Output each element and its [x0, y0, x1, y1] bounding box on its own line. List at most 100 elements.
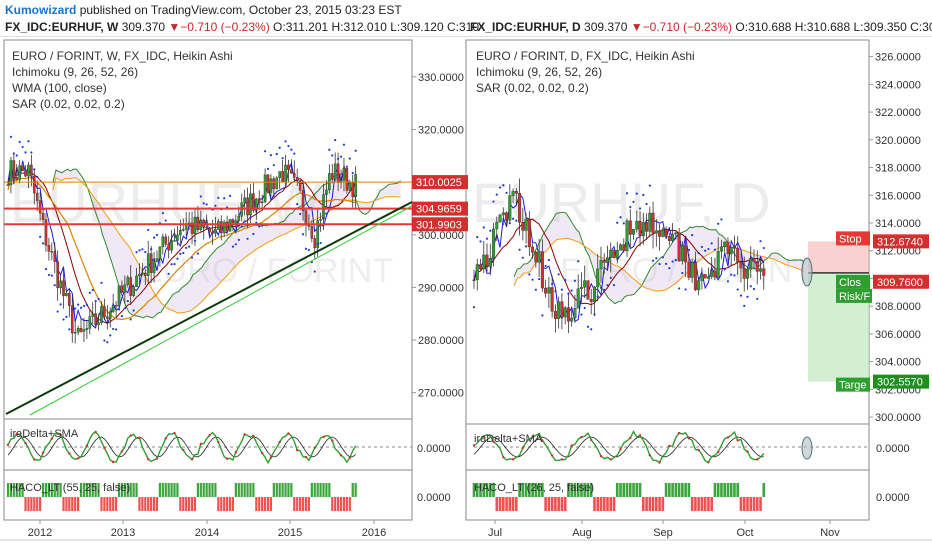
right-haco-bar [583, 483, 586, 497]
left-haco-bar [304, 497, 308, 511]
left-haco-bar [150, 497, 153, 511]
right-haco-bar [642, 497, 645, 511]
left-haco-bar [325, 483, 328, 497]
left-sar-dot [123, 307, 126, 310]
left-haco-bar [223, 497, 226, 511]
right-candle-body [537, 251, 541, 263]
right-sar-dot [707, 247, 710, 251]
right-haco-bar [632, 483, 635, 497]
left-osc2-pane[interactable] [3, 469, 413, 521]
left-haco-bar [82, 483, 86, 497]
left-sar-dot [53, 284, 56, 287]
right-osc1-dot [560, 458, 564, 461]
right-candle-body [651, 212, 655, 234]
right-sar-dot [472, 306, 476, 309]
left-haco-bar [59, 483, 62, 497]
left-sar-dot [50, 274, 53, 277]
right-symbol-header[interactable]: FX_IDC:EURHUF, D 309.370 ▼−0.710 (−0.23%… [470, 20, 932, 34]
right-candle-body [684, 245, 688, 263]
right-haco-bar [615, 483, 619, 497]
left-indicator-0[interactable]: Ichimoku (9, 26, 52, 26) [12, 65, 138, 79]
right-sar-dot [505, 191, 508, 194]
left-time-tick: 2014 [195, 527, 219, 539]
right-haco-bar [495, 497, 499, 511]
right-sar-dot [723, 268, 726, 271]
right-candle-body [723, 241, 727, 248]
right-sar-dot [638, 207, 642, 210]
left-sar-dot [129, 318, 132, 321]
right-osc1-dot [658, 461, 661, 464]
right-haco-bar [472, 483, 476, 497]
left-osc1-dot [50, 437, 54, 440]
left-haco-bar [27, 497, 30, 511]
right-haco-bar [475, 483, 479, 497]
left-candle-body [9, 160, 13, 185]
left-haco-bar [50, 483, 53, 497]
right-osc2-pane[interactable] [465, 469, 870, 521]
right-candle-body [566, 307, 570, 322]
left-candle-body [94, 313, 97, 325]
right-candle-body [664, 229, 668, 237]
right-sar-dot [586, 325, 590, 328]
right-indicator-0[interactable]: Ichimoku (9, 26, 52, 26) [476, 65, 602, 79]
left-candle-body [111, 305, 115, 312]
right-sar-dot [668, 267, 671, 270]
left-sar-dot [290, 148, 293, 151]
right-candle-body [505, 212, 509, 221]
left-osc1-dot [243, 433, 246, 436]
right-price-tick: 300.0000 [875, 412, 921, 424]
left-osc1-dot [208, 434, 211, 437]
right-haco-bar [638, 483, 642, 497]
right-osc1-dot [726, 436, 730, 439]
left-sar-dot [68, 328, 71, 331]
right-haco-bar [606, 497, 609, 511]
left-haco-bar [9, 483, 13, 497]
right-haco-bar [720, 483, 723, 497]
left-candle-body [59, 280, 62, 289]
right-haco-bar [697, 497, 700, 511]
left-sar-dot [258, 225, 261, 228]
author-link[interactable]: Kumowizard [5, 3, 77, 17]
left-indicator-1[interactable]: WMA (100, close) [12, 81, 107, 95]
right-haco-bar [681, 483, 684, 497]
left-sar-dot [252, 232, 255, 236]
right-haco-bar [677, 483, 681, 497]
right-candle-body [755, 261, 759, 272]
right-sar-dot [684, 288, 687, 291]
right-candle-body [710, 270, 714, 277]
left-symbol-header[interactable]: FX_IDC:EURHUF, W 309.370 ▼−0.710 (−0.23%… [5, 20, 479, 34]
left-candle-body [257, 198, 261, 203]
right-candle-body [605, 257, 609, 263]
left-candle-body [126, 277, 130, 285]
right-sar-dot [573, 279, 577, 282]
left-sar-dot [272, 164, 275, 167]
left-candle-body [108, 311, 112, 319]
left-symbol: FX_IDC:EURHUF, W [5, 20, 119, 34]
right-candle-body [511, 191, 515, 196]
left-candle-body [179, 229, 182, 236]
right-candle-body [514, 191, 518, 194]
left-sar-dot [337, 157, 340, 160]
right-haco-bar [762, 483, 766, 497]
left-osc1-dot [269, 456, 273, 459]
left-price-tick: 320.0000 [418, 124, 464, 136]
right-osc1-dot [472, 444, 476, 447]
left-sar-dot [56, 310, 59, 313]
left-haco-bar [211, 483, 214, 497]
left-sar-dot [328, 148, 331, 151]
right-highlight-ellipse [801, 257, 813, 287]
left-haco-bar [79, 483, 83, 497]
right-sar-dot [596, 295, 599, 298]
left-price-label: 304.9659 [416, 204, 462, 216]
right-position-risk-tag [836, 288, 872, 303]
right-indicator-1[interactable]: SAR (0.02, 0.02, 0.2) [476, 81, 589, 95]
right-sar-dot [622, 222, 625, 225]
left-haco-bar [287, 483, 290, 497]
left-sar-dot [15, 154, 18, 157]
left-haco-bar [41, 483, 45, 497]
right-candle-body [550, 287, 554, 312]
left-watermark-sub: EURO / FORINT [140, 252, 393, 290]
left-indicator-2[interactable]: SAR (0.02, 0.02, 0.2) [12, 97, 125, 111]
left-haco-bar [331, 497, 334, 511]
